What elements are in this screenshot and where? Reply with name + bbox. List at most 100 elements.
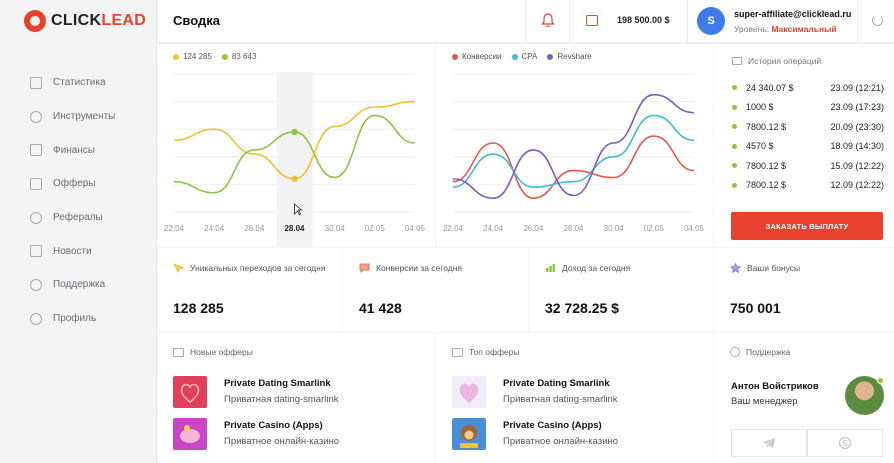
- casino-monkey-icon: [452, 417, 486, 450]
- stat-value: 128 285: [173, 300, 224, 316]
- x-tick-label: 30.04: [603, 224, 624, 233]
- legend-item[interactable]: 124 285: [173, 52, 212, 61]
- sidebar-item-referrals[interactable]: Рефералы: [0, 201, 157, 235]
- bar-chart-icon: [30, 76, 42, 89]
- x-tick-label: 04.05: [683, 224, 705, 233]
- x-tick-label: 22.04: [442, 224, 464, 233]
- section-title: Топ офферы: [452, 347, 520, 357]
- offer-subtitle: Приватная dating-smarlink: [503, 394, 618, 405]
- offer-item[interactable]: Private Dating Smarlink Приватная dating-…: [173, 375, 413, 408]
- series-line-2[interactable]: [452, 93, 695, 200]
- sidebar-item-tools[interactable]: Инструменты: [0, 100, 157, 134]
- stat-title: Ваши бонусы: [730, 263, 800, 273]
- wallet-icon: [586, 15, 598, 26]
- sidebar-item-support[interactable]: Поддержка: [0, 268, 157, 302]
- stat-bonuses: Ваши бонусы 750 001: [714, 248, 894, 332]
- telegram-button[interactable]: [731, 429, 807, 457]
- status-dot: [732, 182, 737, 188]
- sidebar-item-news[interactable]: Новости: [0, 234, 157, 268]
- skype-button[interactable]: [807, 429, 883, 457]
- header-divider: [687, 0, 688, 43]
- avatar[interactable]: S: [697, 7, 725, 35]
- power-icon[interactable]: [872, 15, 883, 26]
- series-line-1[interactable]: [452, 114, 695, 188]
- offer-item[interactable]: Private Dating Smarlink Приватная dating-…: [452, 375, 692, 408]
- user-level: Уровень: Максимальный: [734, 24, 837, 34]
- legend-item[interactable]: 83 643: [221, 52, 256, 61]
- chat-icon: [359, 263, 370, 273]
- stat-income: Доход за сегодня 32 728.25 $: [529, 248, 713, 332]
- chart-plot[interactable]: [436, 44, 713, 247]
- piggy-bank-icon: [173, 417, 207, 450]
- user-level-value: Максимальный: [771, 24, 837, 34]
- sidebar: CLICKLEAD Статистика Инструменты Финансы…: [0, 0, 157, 463]
- folder-icon: [732, 57, 742, 65]
- star-icon: [730, 263, 741, 273]
- chat-icon: [452, 347, 463, 357]
- x-tick-label: 24.04: [204, 224, 225, 233]
- header: Сводка 198 500.00 $ S super-affiliate@cl…: [157, 0, 894, 43]
- sidebar-item-offers[interactable]: Офферы: [0, 167, 157, 201]
- history-row[interactable]: 24 340.07 $23.09 (12:21): [732, 78, 884, 98]
- history-row[interactable]: 7800.12 $15.09 (12:22): [732, 156, 884, 176]
- legend-item[interactable]: Revshare: [547, 52, 592, 61]
- status-dot: [732, 85, 737, 91]
- history-row[interactable]: 4570 $18.09 (14:30): [732, 137, 884, 157]
- history-row[interactable]: 7800.12 $12.09 (12:22): [732, 176, 884, 196]
- chart-plot[interactable]: [157, 44, 435, 247]
- logo[interactable]: CLICKLEAD: [24, 9, 146, 33]
- stat-title: Конверсии за сегодня: [359, 263, 462, 273]
- history-row[interactable]: 1000 $23.09 (17:23): [732, 98, 884, 118]
- top-offers: Топ офферы Private Dating Smarlink Приват…: [436, 333, 713, 463]
- dating-heart-icon: [173, 375, 207, 408]
- telegram-icon: [763, 438, 775, 448]
- request-payout-button[interactable]: ЗАКАЗАТЬ ВЫПЛАТУ: [731, 212, 883, 240]
- x-tick-label: 24.04: [483, 224, 504, 233]
- data-point[interactable]: [291, 128, 298, 136]
- operations-history: История операций 24 340.07 $23.09 (12:21…: [714, 44, 894, 247]
- history-title: История операций: [732, 56, 821, 66]
- bell-icon[interactable]: [541, 12, 555, 28]
- header-divider: [569, 0, 570, 43]
- chart-legend: 124 285 83 643: [173, 52, 256, 61]
- online-status-icon: [877, 377, 884, 384]
- x-tick-label: 30.04: [324, 224, 345, 233]
- legend-dot: [511, 53, 518, 60]
- chat-icon: [30, 177, 42, 190]
- skype-icon: [838, 436, 852, 450]
- sidebar-item-statistics[interactable]: Статистика: [0, 66, 157, 100]
- offer-name: Private Casino (Apps): [224, 420, 323, 431]
- header-divider: [857, 0, 858, 43]
- status-dot: [732, 163, 737, 169]
- cursor-icon: [173, 263, 184, 273]
- status-dot: [732, 143, 737, 149]
- x-tick-label: 28.04: [563, 224, 584, 233]
- user-email[interactable]: super-affiliate@clicklead.ru: [734, 9, 852, 19]
- balance[interactable]: 198 500.00 $: [617, 15, 670, 25]
- offer-item[interactable]: Private Casino (Apps) Приватное онлайн-ка…: [452, 417, 692, 450]
- stat-title: Доход за сегодня: [545, 263, 630, 273]
- logo-icon: [24, 10, 46, 32]
- sidebar-item-finance[interactable]: Финансы: [0, 133, 157, 167]
- offer-text: Private Casino (Apps) Приватное онлайн-ка…: [224, 420, 339, 447]
- offer-name: Private Casino (Apps): [503, 420, 602, 431]
- data-point[interactable]: [291, 175, 298, 183]
- legend-dot: [547, 53, 554, 60]
- section-title: Новые офферы: [173, 347, 253, 357]
- legend-item[interactable]: CPA: [511, 52, 537, 61]
- logo-text: CLICKLEAD: [51, 12, 147, 29]
- history-row[interactable]: 7800.12 $20.09 (23:30): [732, 117, 884, 137]
- offer-text: Private Dating Smarlink Приватная dating-…: [503, 378, 618, 405]
- offer-item[interactable]: Private Casino (Apps) Приватное онлайн-ка…: [173, 417, 413, 450]
- header-divider: [525, 0, 526, 43]
- legend-item[interactable]: Конверсии: [452, 52, 502, 61]
- x-tick-label: 02.05: [643, 224, 664, 233]
- x-tick-label: 04.05: [404, 224, 426, 233]
- legend-dot: [452, 53, 458, 60]
- cursor-icon: [294, 203, 303, 216]
- series-line-0[interactable]: [452, 135, 695, 200]
- sidebar-item-profile[interactable]: Профиль: [0, 302, 157, 336]
- support-icon: [30, 278, 42, 291]
- series-line-1[interactable]: [173, 114, 416, 194]
